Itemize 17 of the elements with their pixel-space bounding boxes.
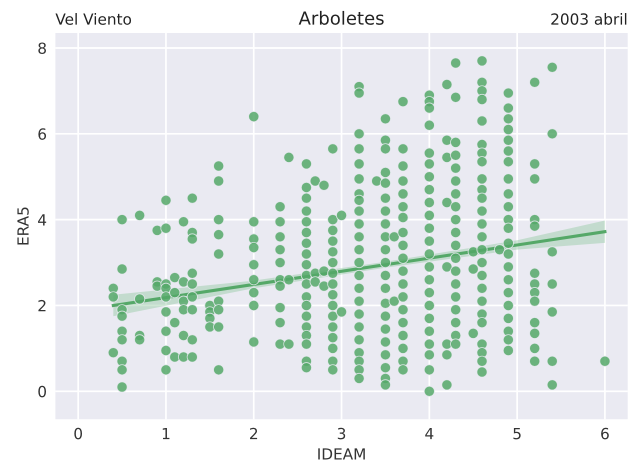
- x-tick-label: 2: [250, 428, 258, 440]
- y-tick-label: 0: [38, 386, 46, 398]
- text: Vel Viento: [55, 13, 132, 25]
- x-tick-label: 5: [513, 428, 521, 440]
- y-tick-label: 6: [38, 128, 46, 140]
- text: 2003 abril: [551, 13, 626, 25]
- y-tick-label: 2: [38, 300, 46, 312]
- x-tick-label: 6: [601, 428, 609, 440]
- y-tick-label: 8: [38, 42, 46, 54]
- x-tick-label: 0: [74, 428, 82, 440]
- y-axis-title: ERA5: [17, 208, 29, 244]
- chart-title: Arboletes: [298, 10, 384, 25]
- y-tick-label: 4: [38, 214, 46, 226]
- x-tick-label: 4: [425, 428, 434, 440]
- x-tick-label: 3: [338, 428, 346, 440]
- x-tick-label: 1: [162, 428, 170, 440]
- x-axis-title: IDEAM: [318, 448, 365, 460]
